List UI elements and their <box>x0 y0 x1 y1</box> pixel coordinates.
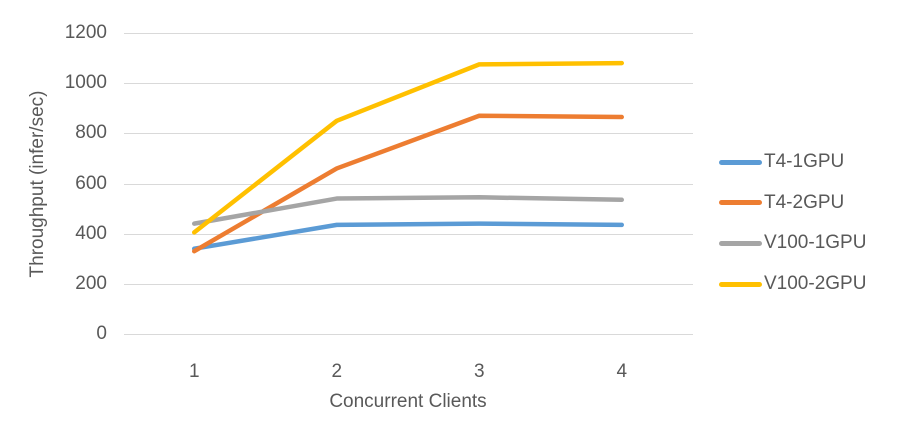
x-tick-label: 2 <box>331 361 343 382</box>
y-tick-label: 600 <box>75 172 107 194</box>
legend-line-icon <box>719 240 762 246</box>
legend-line-icon <box>719 200 762 206</box>
x-tick-label: 1 <box>188 361 200 382</box>
series-line-t4-1gpu <box>192 221 624 251</box>
legend-item-v100-2gpu: V100-2GPU <box>719 272 866 296</box>
x-axis-title: Concurrent Clients <box>329 391 487 412</box>
series-line-v100-1gpu <box>192 195 624 226</box>
legend-label: V100-2GPU <box>764 273 867 295</box>
legend-item-t4-2gpu: T4-2GPU <box>719 191 844 215</box>
legend-label: T4-1GPU <box>764 151 845 172</box>
legend-line-icon <box>719 281 762 287</box>
legend-item-t4-1gpu: T4-1GPU <box>719 150 844 174</box>
legend-line-icon <box>719 159 762 165</box>
legend-label: T4-2GPU <box>764 191 845 213</box>
y-tick-label: 400 <box>75 222 107 244</box>
y-tick-label: 0 <box>96 323 107 344</box>
legend-item-v100-1gpu: V100-1GPU <box>719 231 866 255</box>
y-tick-label: 200 <box>75 272 107 294</box>
x-tick-label: 3 <box>473 361 485 382</box>
y-tick-label: 1000 <box>64 72 107 94</box>
y-tick-label: 800 <box>75 122 107 144</box>
y-axis-title: Throughput (infer/sec) <box>27 90 48 278</box>
legend-label: V100-1GPU <box>764 232 867 254</box>
series-line-v100-2gpu <box>192 60 624 235</box>
x-tick-label: 4 <box>616 361 628 382</box>
y-tick-label: 1200 <box>64 22 107 43</box>
